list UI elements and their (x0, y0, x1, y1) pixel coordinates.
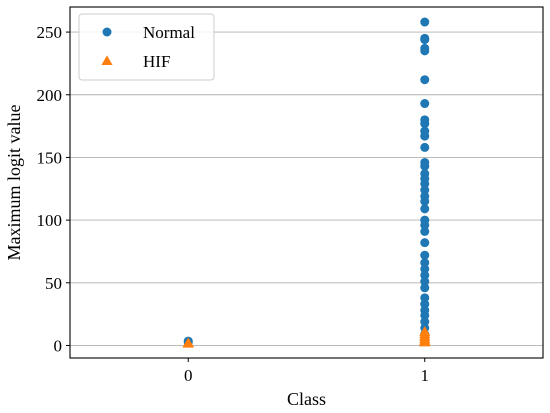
legend-box (78, 13, 215, 81)
normal-point (420, 299, 430, 309)
normal-point (420, 161, 430, 171)
normal-point (420, 119, 430, 129)
normal-point (420, 99, 430, 109)
y-tick-label: 250 (37, 23, 63, 42)
legend-marker-hif (101, 55, 113, 66)
normal-point (420, 226, 430, 236)
normal-point (420, 142, 430, 152)
normal-point (420, 204, 430, 214)
hif-point (182, 337, 194, 348)
normal-point (420, 196, 430, 206)
plot-frame (69, 6, 544, 359)
normal-point (420, 238, 430, 248)
x-tick-label: 0 (184, 366, 193, 385)
normal-point (420, 293, 430, 303)
y-tick-label: 50 (45, 274, 62, 293)
y-tick-label: 0 (54, 336, 63, 355)
axis-ticks: 0 50 100 150 200 250 0 1 (37, 23, 430, 385)
normal-point (420, 46, 430, 56)
normal-point (420, 264, 430, 274)
data-points (182, 17, 431, 348)
y-tick-label: 100 (37, 211, 63, 230)
normal-point (420, 250, 430, 260)
normal-point (420, 75, 430, 85)
normal-point (420, 220, 430, 230)
x-tick-label: 1 (421, 366, 430, 385)
legend-marker-normal (102, 27, 112, 37)
x-axis-title: Class (287, 389, 326, 409)
normal-point (420, 270, 430, 280)
normal-point (420, 277, 430, 287)
normal-point (420, 17, 430, 27)
normal-point (420, 317, 430, 327)
normal-point (420, 179, 430, 189)
y-axis-title: Maximum logit value (4, 105, 24, 261)
normal-point (420, 131, 430, 141)
normal-point (420, 283, 430, 293)
legend-label-hif: HIF (143, 52, 170, 71)
legend: Normal HIF (78, 13, 215, 81)
normal-point (420, 258, 430, 268)
hif-point (419, 336, 431, 347)
normal-point (420, 35, 430, 45)
y-tick-label: 150 (37, 148, 63, 167)
legend-label-normal: Normal (143, 23, 195, 42)
y-tick-label: 200 (37, 86, 63, 105)
normal-point (420, 310, 430, 320)
normal-point (420, 185, 430, 195)
